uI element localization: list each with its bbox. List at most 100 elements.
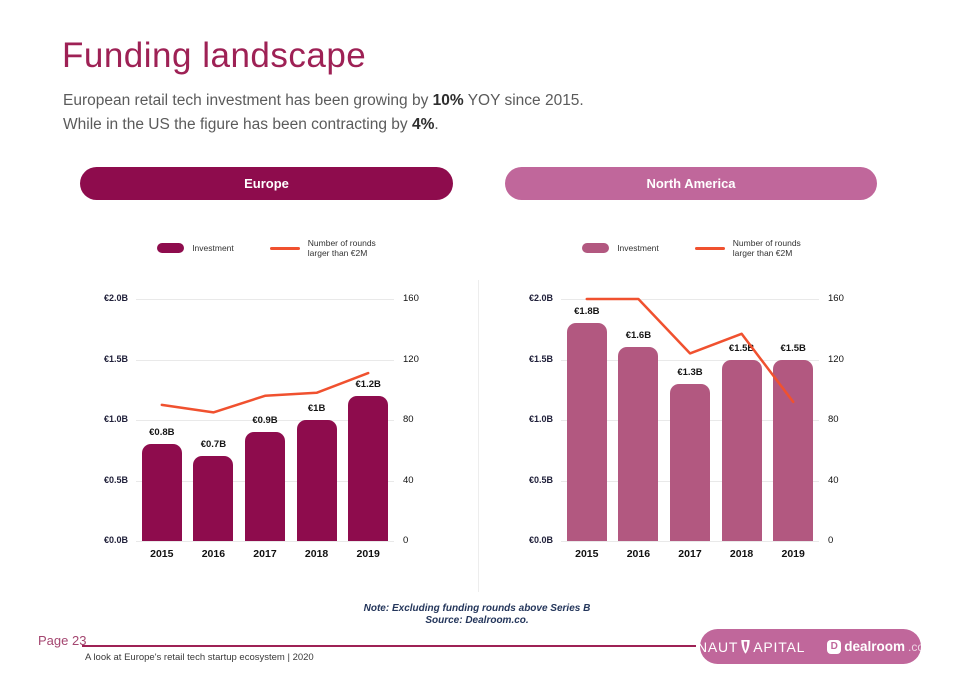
x-axis-label-2015: 2015 [150, 548, 174, 560]
subtitle-bold-10pct: 10% [432, 92, 464, 109]
x-axis-label-2017: 2017 [253, 548, 277, 560]
gridline [136, 359, 394, 361]
left-axis-tick: €0.5B [103, 474, 128, 485]
investment-swatch-icon [157, 243, 185, 253]
right-axis-tick: 40 [403, 474, 414, 486]
left-axis-tick: €1.0B [528, 414, 553, 424]
dealroom-badge-icon: D [827, 639, 842, 654]
bar-2019 [773, 359, 814, 541]
x-axis-label-2016: 2016 [201, 548, 226, 560]
left-axis-tick: €1.0B [103, 414, 128, 424]
right-axis-tick: 0 [828, 535, 834, 546]
bar-2016 [193, 456, 234, 541]
region-header-north-america: North America [505, 167, 877, 200]
x-axis-label-2016: 2016 [626, 548, 651, 560]
subtitle-line-2: While in the US the figure has been cont… [63, 116, 439, 133]
bar-value-label-2017: €1.3B [677, 366, 703, 378]
rounds-line-swatch-icon [269, 246, 300, 250]
chart-panel-europe: Investment Number of rounds larger than €… [80, 222, 453, 572]
document-title-label: A look at Europe's retail tech startup e… [85, 652, 314, 663]
subtitle-bold-4pct: 4% [411, 116, 435, 133]
dealroom-logo: D dealroom .co [827, 639, 924, 654]
bar-2018 [296, 420, 337, 541]
bar-2019 [348, 395, 389, 541]
x-axis-label-2019: 2019 [356, 548, 380, 560]
bar-value-label-2019: €1.5B [780, 342, 806, 354]
right-axis-europe: 160 120 80 40 0 [394, 293, 444, 546]
right-axis-tick: 0 [403, 535, 409, 546]
right-axis-tick: 80 [828, 414, 839, 425]
note-line-1: Note: Excluding funding rounds above Ser… [363, 603, 591, 614]
right-axis-tick: 120 [828, 353, 844, 365]
x-axis-label-2018: 2018 [729, 548, 754, 560]
bar-value-label-2015: €0.8B [149, 427, 175, 439]
right-axis-tick: 160 [403, 293, 419, 304]
left-axis-tick: €0.0B [528, 535, 553, 545]
left-axis-tick: €0.0B [103, 535, 128, 545]
right-axis-tick: 40 [828, 474, 839, 486]
rounds-line-swatch-icon [694, 246, 725, 250]
bar-2015 [566, 323, 607, 541]
x-axis-north-america: 2015 2016 2017 2018 2019 [561, 548, 819, 560]
bar-value-label-2018: €1B [307, 403, 326, 414]
legend-rounds: Number of rounds larger than €2M [694, 238, 801, 258]
page-number-label: Page 23 [38, 633, 87, 648]
left-axis-north-america: €2.0B €1.5B €1.0B €0.5B €0.0B [505, 293, 561, 545]
left-axis-tick: €1.5B [103, 353, 128, 364]
investment-swatch-icon [582, 243, 610, 253]
note-line-2: Source: Dealroom.co. [425, 614, 529, 626]
left-axis-tick: €2.0B [528, 293, 553, 303]
left-axis-europe: €2.0B €1.5B €1.0B €0.5B €0.0B [80, 293, 136, 545]
x-axis-label-2017: 2017 [678, 548, 702, 560]
bar-2016 [618, 347, 659, 541]
gridline [136, 420, 394, 421]
gridline [561, 541, 819, 542]
page-title: Funding landscape [62, 36, 367, 75]
left-axis-tick: €1.5B [528, 353, 553, 364]
right-axis-north-america: 160 120 80 40 0 [819, 293, 869, 546]
chart-note: Note: Excluding funding rounds above Ser… [0, 603, 954, 626]
bar-value-label-2016: €0.7B [200, 439, 227, 451]
chart-panel-north-america: Investment Number of rounds larger than €… [505, 222, 878, 572]
subtitle-line-1: European retail tech investment has been… [63, 92, 584, 109]
bar-value-label-2018: €1.5B [728, 342, 755, 354]
gridline [136, 299, 394, 300]
rounds-line [585, 297, 795, 404]
gridline [561, 299, 819, 300]
nauta-sail-icon [741, 639, 750, 654]
bar-2015 [141, 444, 182, 541]
legend-europe: Investment Number of rounds larger than €… [80, 238, 453, 258]
plot-area-europe: €0.8B €0.7B €0.9B €1B €1.2B [136, 299, 394, 542]
legend-rounds-label: Number of rounds larger than €2M [732, 238, 801, 258]
left-axis-tick: €2.0B [103, 293, 128, 303]
nauta-capital-logo: NAUT APITAL [696, 638, 806, 655]
plot-area-north-america: €1.8B €1.6B €1.3B €1.5B €1.5B [561, 297, 819, 542]
chart-north-america: €2.0B €1.5B €1.0B €0.5B €0.0B €1.8B €1.6B €1.3… [505, 293, 878, 546]
gridline [561, 359, 819, 361]
region-header-europe: Europe [80, 167, 453, 200]
legend-investment: Investment [582, 243, 659, 253]
x-axis-label-2015: 2015 [575, 548, 599, 560]
chart-europe: €2.0B €1.5B €1.0B €0.5B €0.0B €0.8B €0.7B €0.9… [80, 293, 453, 546]
bar-2017 [670, 383, 710, 541]
panel-divider [478, 280, 479, 592]
bar-value-label-2016: €1.6B [625, 330, 652, 342]
right-axis-tick: 120 [403, 353, 419, 365]
legend-investment: Investment [157, 243, 234, 253]
rounds-line [160, 371, 370, 414]
legend-rounds-label: Number of rounds larger than €2M [307, 238, 376, 258]
legend-rounds: Number of rounds larger than €2M [269, 238, 376, 258]
bar-2017 [245, 432, 285, 541]
bar-value-label-2017: €0.9B [252, 415, 278, 427]
legend-north-america: Investment Number of rounds larger than €… [505, 238, 878, 258]
bar-value-label-2019: €1.2B [355, 378, 381, 390]
legend-investment-label: Investment [617, 243, 659, 253]
x-axis-europe: 2015 2016 2017 2018 2019 [136, 548, 394, 560]
left-axis-tick: €0.5B [528, 474, 553, 485]
x-axis-label-2019: 2019 [781, 548, 805, 560]
right-axis-tick: 160 [828, 293, 844, 304]
legend-investment-label: Investment [192, 243, 234, 253]
footer-rule [82, 645, 696, 647]
bar-2018 [721, 359, 762, 541]
